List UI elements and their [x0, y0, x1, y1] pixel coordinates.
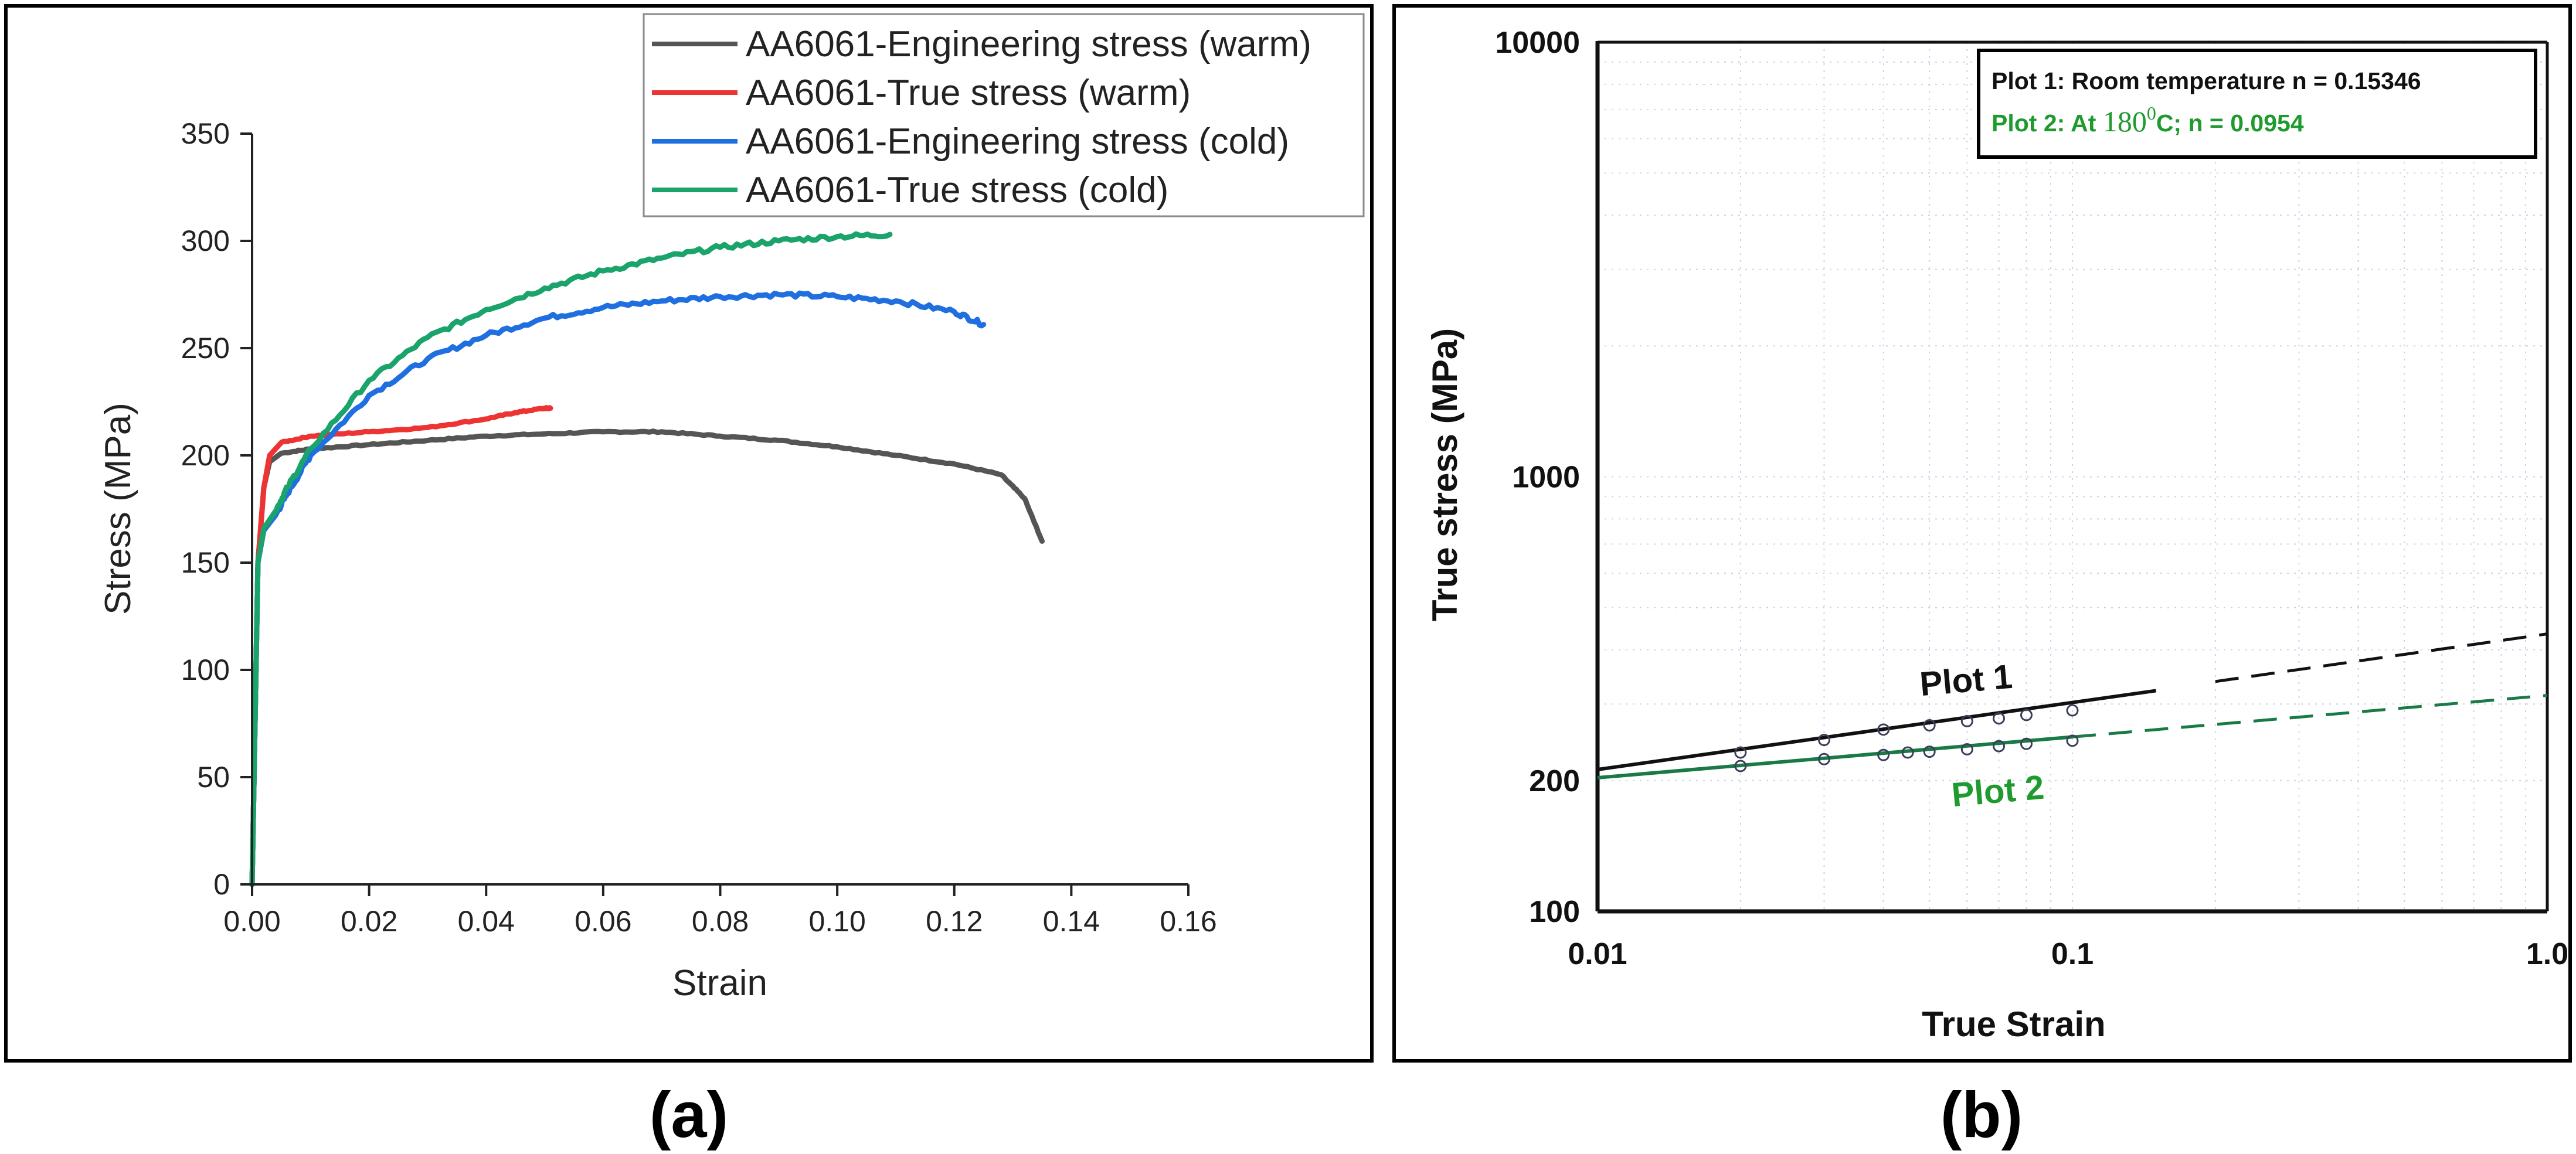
panel-a-x-tick-label: 0.14	[1043, 905, 1100, 938]
panel-a-y-tick-label: 50	[197, 761, 230, 794]
series-plot-1-extrapolation-line	[2215, 632, 2548, 683]
legend-plot2-prefix: Plot 2: At	[1992, 110, 2103, 137]
panel-b-legend-box	[1977, 49, 2537, 159]
panel-a-y-tick-label: 350	[181, 117, 230, 150]
annotation-plot-2: Plot 2	[1950, 768, 2045, 815]
panel-b-y-tick-label: 200	[1529, 764, 1580, 798]
panel-a-x-tick-label: 0.06	[575, 905, 631, 938]
series-plot-1-marker	[2020, 709, 2033, 721]
panel-a-x-axis-title: Strain	[672, 963, 767, 1003]
panel-b-frame	[1392, 4, 2572, 1063]
legend-label-warm-engineering: AA6061-Engineering stress (warm)	[746, 24, 1311, 64]
series-plot-2-marker	[1923, 745, 1936, 758]
panel-b-x-ticks: 0.01 0.1 1.0	[1568, 937, 2568, 971]
series-line-aa6061-engineering-stress-warm	[249, 428, 1045, 887]
panel-b-y-axis-title: True stress (MPa)	[1425, 328, 1464, 621]
panel-a-y-tick-label: 100	[181, 653, 230, 686]
panel-a-label: (a)	[650, 1079, 728, 1151]
panel-b-x-tick-label: 0.1	[2051, 937, 2094, 971]
panel-a-y-tick-label: 0	[213, 868, 230, 901]
panel-a: 0.00 0.02 0.04 0.06 0.08 0.10 0.12 0.14 0.16 0 50…	[4, 4, 1374, 1063]
legend-plot2-suffix: C; n = 0.0954	[2156, 110, 2304, 137]
series-plot-2-marker	[1993, 740, 2006, 753]
series-plot-2-marker	[1734, 760, 1747, 772]
series-line-aa6061-engineering-stress-cold	[249, 290, 987, 887]
legend-plot2-temp: 180	[2103, 105, 2147, 138]
series-line-aa6061-true-stress-warm	[249, 405, 553, 887]
panel-a-y-tick-label: 300	[181, 224, 230, 257]
panel-b-y-tick-label: 100	[1529, 895, 1580, 929]
series-plot-1-marker	[1993, 712, 2006, 725]
panel-b-y-tick-label: 10000	[1495, 26, 1580, 60]
panel-a-x-tick-label: 0.04	[458, 905, 515, 938]
series-plot-1-marker	[1734, 746, 1747, 759]
panel-b-series-group: Plot 1 Plot 2	[1597, 632, 2548, 815]
panel-b-x-tick-label: 1.0	[2526, 937, 2568, 971]
series-plot-2-marker	[1817, 753, 1830, 765]
panel-a-y-tick-label: 250	[181, 332, 230, 365]
panel-a-x-tick-label: 0.10	[808, 905, 865, 938]
panel-a-series-group	[249, 231, 1045, 887]
panel-a-x-tick-label: 0.00	[223, 905, 280, 938]
panel-b-legend: Plot 1: Room temperature n = 0.15346 Plo…	[1977, 49, 2537, 159]
series-plot-2-marker	[2020, 737, 2033, 750]
series-plot-2-marker	[2066, 734, 2079, 747]
series-plot-1-marker	[2066, 704, 2079, 717]
panel-a-x-tick-label: 0.12	[926, 905, 983, 938]
series-plot-2-extrapolation-line	[2072, 694, 2548, 738]
panel-b-label: (b)	[1941, 1079, 2023, 1151]
panel-a-y-tick-label: 200	[181, 439, 230, 472]
series-plot-1-marker	[1960, 714, 1973, 727]
legend-label-cold-engineering: AA6061-Engineering stress (cold)	[746, 121, 1289, 162]
series-plot-1-marker	[1817, 734, 1830, 747]
panel-a-y-ticks: 0 50 100 150 200 250 300 350	[181, 117, 252, 901]
panel-b-y-ticks: 100 200 1000 10000	[1495, 26, 1580, 929]
panel-b-x-axis-title: True Strain	[1922, 1005, 2105, 1044]
series-line-aa6061-true-stress-cold	[249, 231, 893, 887]
series-plot-1-marker	[1923, 719, 1936, 732]
panel-b-x-tick-label: 0.01	[1568, 937, 1627, 971]
panel-a-y-tick-label: 150	[181, 546, 230, 579]
panel-a-x-ticks: 0.00 0.02 0.04 0.06 0.08 0.10 0.12 0.14 0.16	[223, 884, 1217, 938]
series-plot-1-fit-line	[1597, 689, 2157, 771]
panel-a-y-axis-title: Stress (MPa)	[98, 403, 138, 615]
legend-plot2-sup: 0	[2147, 103, 2156, 124]
series-plot-2-marker	[1877, 748, 1890, 761]
panel-a-x-tick-label: 0.16	[1160, 905, 1216, 938]
series-plot-2-marker	[1960, 743, 1973, 755]
legend-label-plot2: Plot 2: At 1800C; n = 0.0954	[1992, 103, 2304, 138]
panel-a-legend-box	[643, 13, 1365, 217]
panel-a-x-tick-label: 0.08	[692, 905, 749, 938]
legend-label-warm-true: AA6061-True stress (warm)	[746, 73, 1191, 113]
legend-label-plot1: Plot 1: Room temperature n = 0.15346	[1992, 67, 2421, 94]
annotation-plot-1: Plot 1	[1918, 658, 2014, 704]
panel-a-legend: AA6061-Engineering stress (warm) AA6061-…	[643, 13, 1365, 217]
series-plot-2-marker	[1901, 746, 1914, 759]
panel-a-x-tick-label: 0.02	[341, 905, 397, 938]
legend-label-cold-true: AA6061-True stress (cold)	[746, 170, 1168, 210]
series-plot-1-marker	[1877, 723, 1890, 736]
panel-b-y-tick-label: 1000	[1512, 461, 1580, 495]
